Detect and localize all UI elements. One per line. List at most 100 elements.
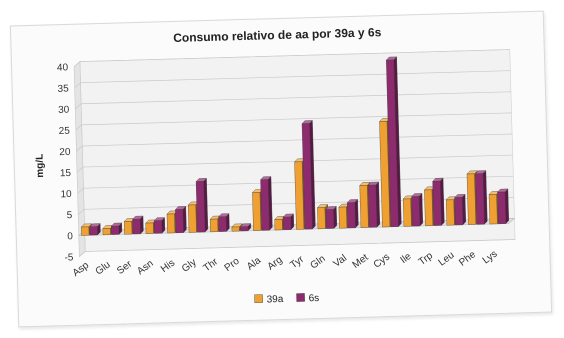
bar-front-face [195,181,206,233]
x-tick-label: Cys [372,252,392,271]
bar-front-face [466,173,477,225]
x-tick-label: Trp [417,250,436,268]
legend-swatch [254,294,263,303]
x-tick-label: Asn [135,258,155,277]
gridline [76,133,513,152]
y-tick-label: 25 [59,126,71,137]
x-tick-label: Gln [309,253,328,271]
bar-front-face [411,196,421,227]
bar-front-face [132,218,141,235]
y-tick-label: 5 [67,210,73,221]
x-tick-label: Tyr [288,254,306,272]
bar-front-face [175,209,184,234]
bar-6s-Trp [432,177,445,226]
y-tick-label: -5 [64,252,74,263]
bar-6s-Phe [475,170,488,225]
bar-front-face [424,189,434,227]
bar-front-face [432,180,442,226]
bar-front-face [260,179,270,231]
y-tick-label: 0 [67,231,73,242]
bar-6s-Arg [282,213,295,231]
bar-front-face [218,216,227,232]
bar-front-face [359,185,369,228]
bar-front-face [166,213,176,234]
y-tick-label: 15 [60,168,72,179]
bar-front-face [368,184,378,228]
y-axis-title: mg/L [34,154,46,178]
bar-front-face [123,221,133,235]
x-tick-label: Phe [457,249,478,269]
bar-front-face [338,206,348,229]
bar-front-face [274,219,283,231]
bar-6s-Ala [260,176,273,231]
bar-6s-Val [346,199,359,229]
x-tick-label: Met [351,252,371,271]
bar-6s-Glu [110,222,123,235]
bar-front-face [252,192,262,231]
y-tick-label: 20 [59,147,71,158]
x-tick-label: Ile [399,251,414,266]
bar-front-face [89,226,98,236]
bar-6s-Gln [325,205,338,229]
x-tick-label: Val [332,253,350,270]
y-tick-label: 10 [60,189,72,200]
bar-front-face [301,123,313,230]
gridline [75,91,511,110]
gridline [75,112,512,131]
x-tick-label: Gly [180,257,199,275]
legend-label: 39a [266,294,283,305]
x-tick-label: Pro [223,256,242,274]
x-tick-label: Thr [202,256,221,274]
bar-front-face [231,226,240,232]
bar-6s-Pro [239,223,252,232]
bar-front-face [294,161,305,230]
bar-6s-Asp [89,223,101,236]
legend-swatch [296,293,305,302]
bar-6s-Lys [497,188,509,225]
y-tick-label: 40 [57,62,69,73]
bar-front-face [240,226,249,232]
bar-front-face [347,202,356,229]
x-tick-label: Lys [481,249,500,267]
bar-front-face [488,194,498,225]
bar-front-face [386,59,399,228]
bar-6s-Ile [411,192,423,227]
bar-6s-Thr [218,213,230,232]
bar-6s-Tyr [301,120,316,230]
bar-front-face [153,220,163,234]
bar-6s-Ser [132,215,144,235]
bar-front-face [282,216,292,231]
bar-front-face [402,198,412,227]
bar-front-face [497,191,507,225]
bar-front-face [102,228,111,236]
y-tick-label: 35 [57,83,69,94]
x-tick-label: Ala [245,255,264,273]
x-tick-label: Leu [437,250,457,269]
x-tick-label: Glu [94,259,113,277]
bar-front-face [454,197,464,226]
chart-title: Consumo relativo de aa por 39a y 6s [173,25,382,45]
gridline [77,175,514,194]
bar-front-face [475,173,485,225]
y-tick-label: 30 [58,105,70,116]
x-tick-label: Arg [266,255,285,273]
bar-front-face [445,199,455,226]
x-tick-label: Asp [71,260,92,279]
bar-front-face [379,121,391,228]
bar-6s-Cys [385,56,402,228]
gridline [76,154,513,173]
legend-label: 6s [308,293,319,304]
x-tick-label: Ser [115,258,135,277]
chart-card: Consumo relativo de aa por 39a y 6s -5 0 5… [9,10,553,328]
legend: 39a 6s [254,293,319,305]
x-tick-label: His [159,258,177,275]
bar-front-face [325,209,335,229]
bar-front-face [81,226,90,236]
bar-front-face [209,218,219,233]
gridline [79,239,516,257]
bar-6s-Leu [454,193,466,226]
bar-front-face [317,207,326,230]
bar-front-face [145,222,154,234]
